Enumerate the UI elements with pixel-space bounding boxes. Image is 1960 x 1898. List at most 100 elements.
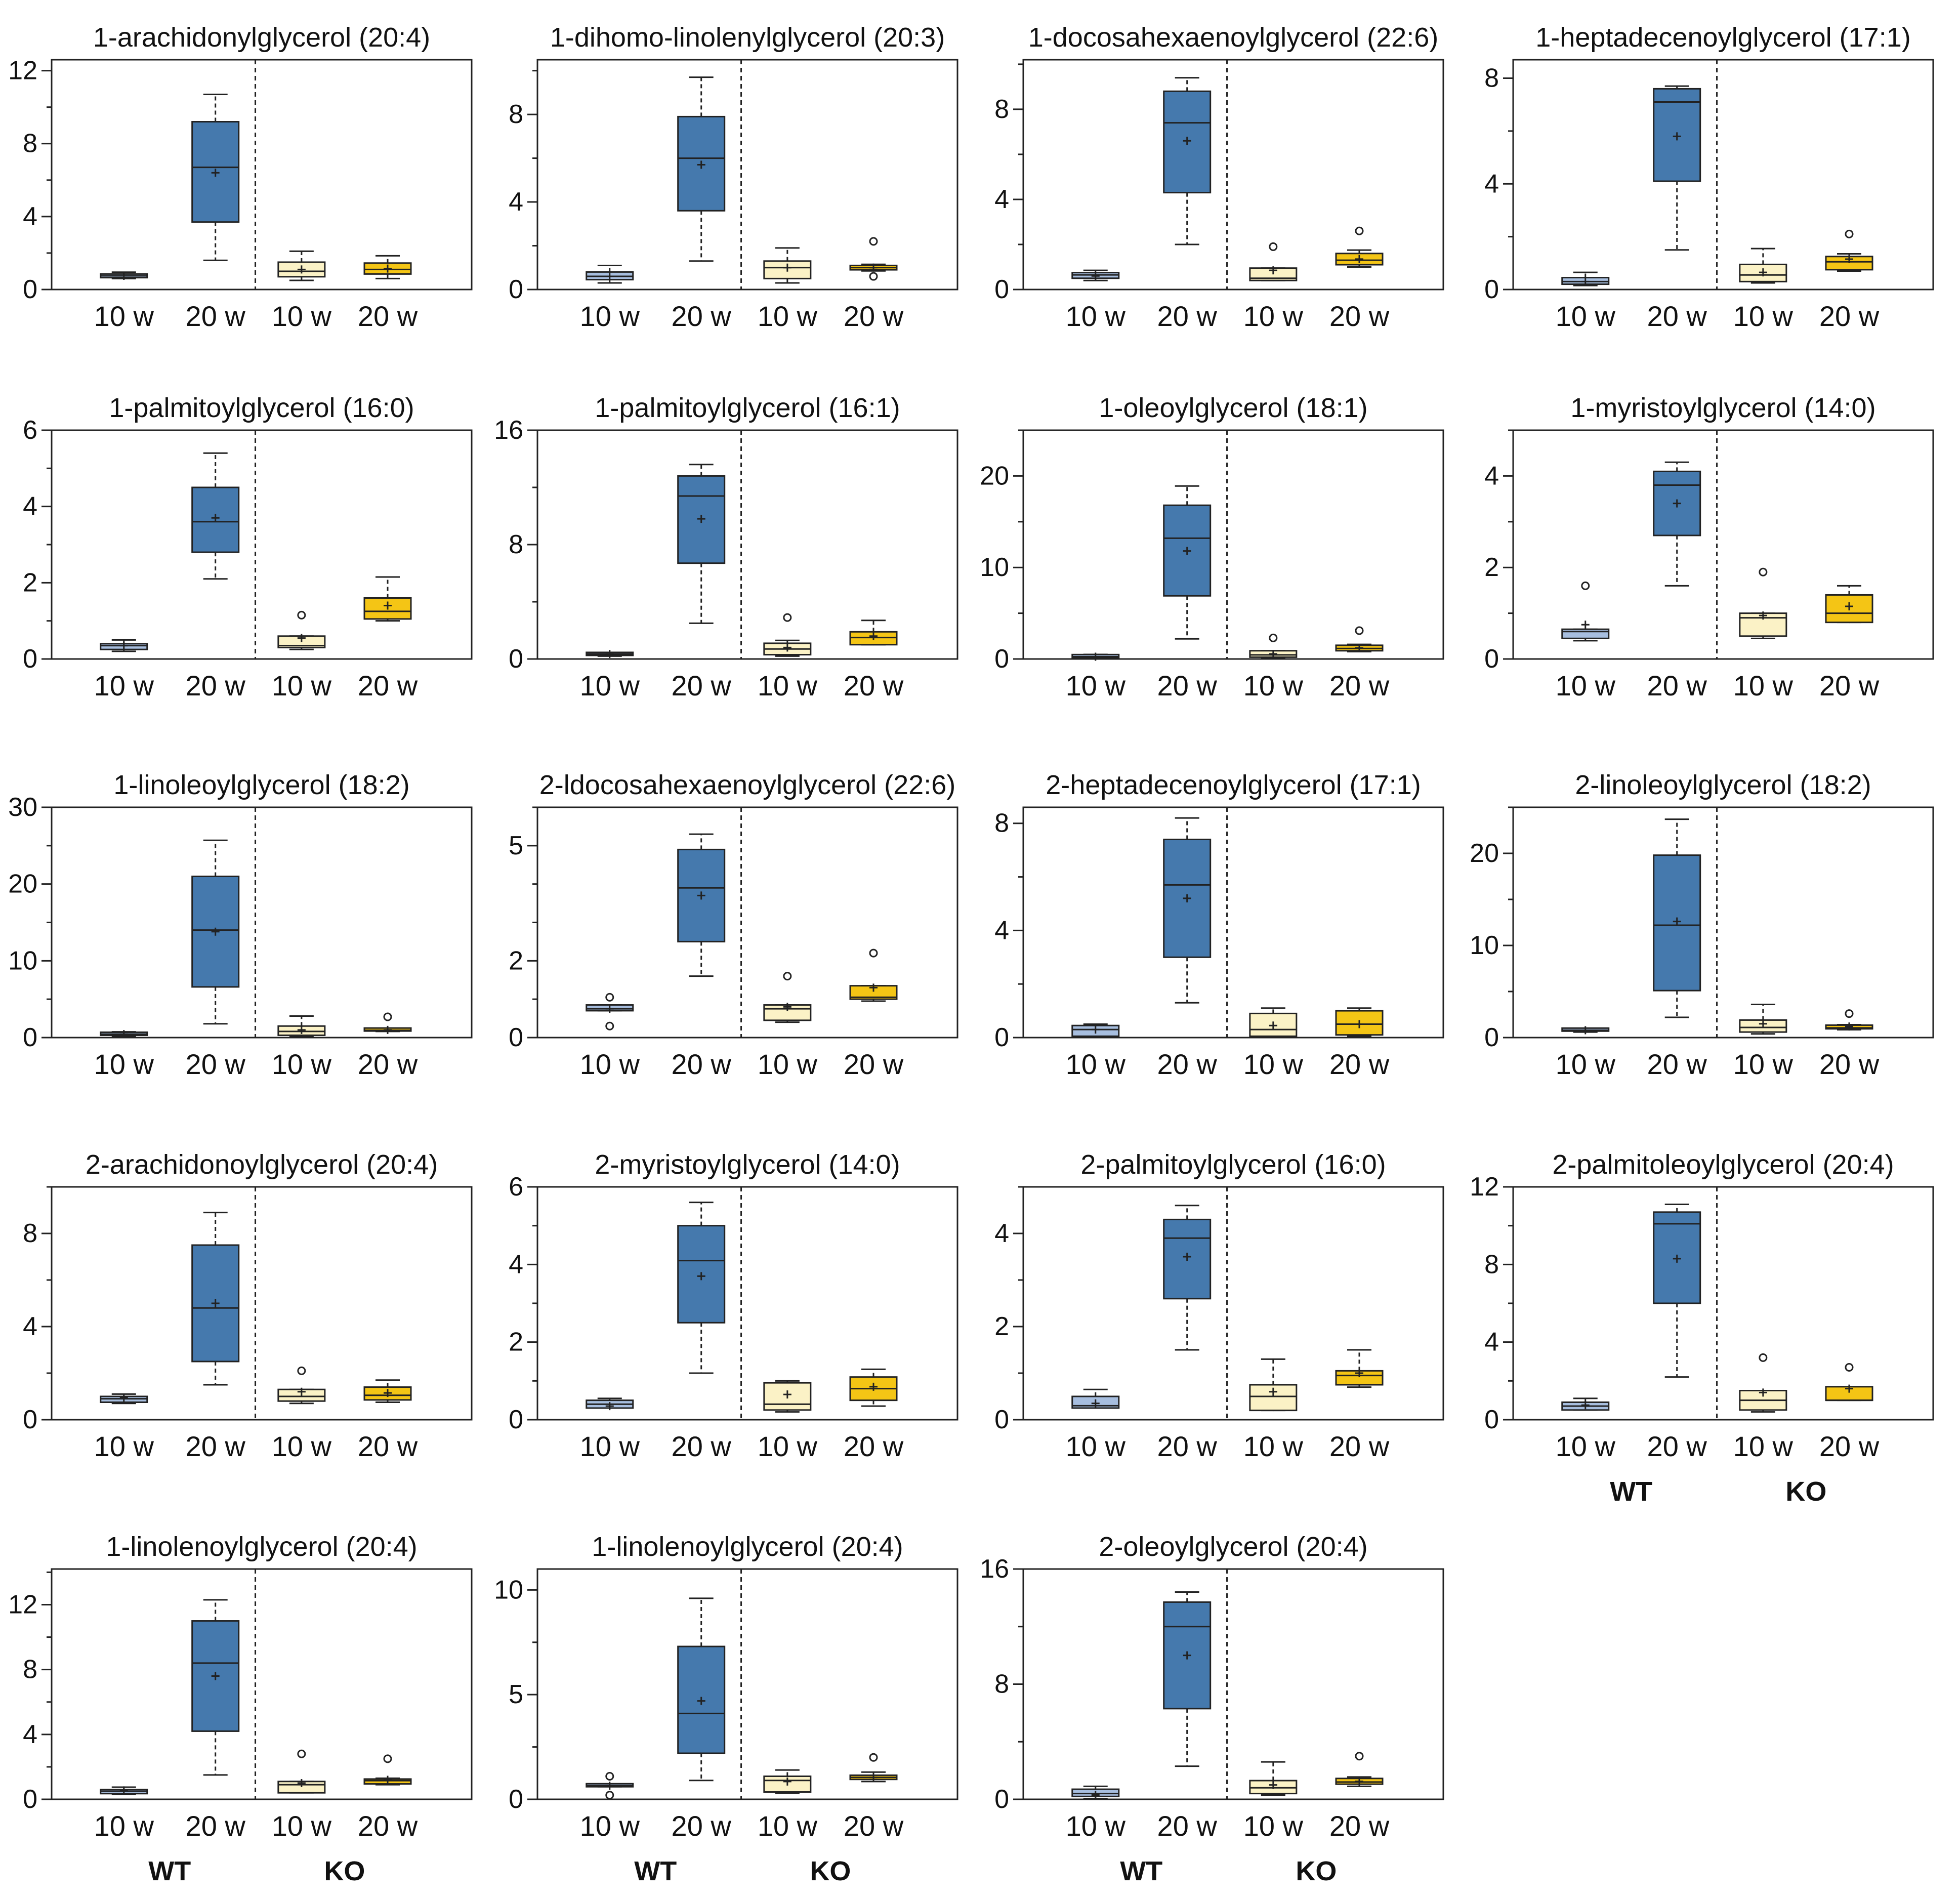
mean-marker [211, 1299, 220, 1307]
mean-marker [384, 1025, 392, 1034]
mean-marker [1091, 1791, 1100, 1799]
mean-marker [1269, 1387, 1277, 1396]
plot-frame [1022, 1568, 1444, 1800]
x-tick-label: 10 w [758, 1430, 818, 1462]
box-ko-20w [1825, 585, 1873, 624]
outlier-point [1845, 1009, 1854, 1018]
x-tick-label: 10 w [94, 1430, 154, 1462]
y-tick-label: 4 [1484, 461, 1499, 490]
mean-marker [1673, 917, 1681, 926]
box-ko-20w [1335, 1349, 1384, 1388]
panel-13: 2-arachidonoylglycerol (20:4) 0 4 8 10 w 20 w… [23, 1149, 473, 1462]
y-tick-label: 0 [1484, 1405, 1499, 1434]
mean-marker [783, 1777, 791, 1786]
x-tick-label: 20 w [358, 1430, 418, 1462]
x-tick-label: 10 w [580, 1810, 640, 1842]
y-tick-label: 8 [23, 1655, 37, 1684]
x-tick-label: 10 w [1556, 1048, 1616, 1080]
x-tick-label: 10 w [580, 1430, 640, 1462]
box-ko-20w [363, 1754, 412, 1786]
box-wt-20w [677, 833, 726, 977]
y-tick-label: 4 [994, 1219, 1009, 1248]
panel-12: 2-linoleoylglycerol (18:2) 0 10 20 10 w 20 w 1… [1470, 770, 1934, 1080]
x-tick-label: 20 w [358, 1048, 418, 1080]
panel-title: 2-palmitoleoylglycerol (20:4) [1552, 1149, 1894, 1180]
panel-title: 2-arachidonoylglycerol (20:4) [86, 1149, 438, 1180]
box-ko-10w [1249, 1007, 1298, 1037]
iqr-box [763, 1382, 812, 1411]
box-ko-20w [849, 620, 898, 646]
x-tick-label: 10 w [1066, 1430, 1126, 1462]
mean-marker [1355, 644, 1363, 652]
box-ko-10w [277, 1366, 326, 1405]
mean-marker [297, 634, 306, 642]
box-wt-20w [1653, 818, 1701, 1018]
panel-11: 2-heptadecenoylglycerol (17:1) 0 4 8 10 w 20 … [994, 770, 1444, 1080]
x-tick-label: 20 w [186, 1430, 246, 1462]
box-wt-20w [191, 1212, 240, 1386]
y-tick-label: 0 [1484, 1023, 1499, 1052]
box-wt-10w [1071, 269, 1120, 281]
box-wt-20w [1163, 485, 1212, 640]
x-tick-label: 20 w [1647, 300, 1707, 332]
box-ko-10w [763, 1380, 812, 1413]
y-tick-label: 0 [1484, 644, 1499, 674]
y-tick-label: 8 [994, 809, 1009, 838]
x-tick-label: 10 w [758, 1048, 818, 1080]
outlier-point [783, 972, 792, 981]
plot-frame [1512, 1186, 1934, 1421]
group-label-wt: WT [1120, 1856, 1162, 1886]
x-tick-label: 10 w [580, 1048, 640, 1080]
y-tick-label: 4 [23, 492, 37, 521]
box-wt-20w [191, 1599, 240, 1776]
x-tick-label: 20 w [844, 1810, 904, 1842]
y-tick-label: 4 [23, 1720, 37, 1749]
x-tick-label: 10 w [1243, 300, 1304, 332]
x-tick-label: 10 w [272, 670, 332, 702]
x-tick-label: 20 w [1819, 670, 1880, 702]
x-tick-label: 10 w [758, 300, 818, 332]
mean-marker [1269, 650, 1277, 658]
box-ko-10w [277, 1749, 326, 1794]
mean-marker [1581, 621, 1590, 629]
mean-marker [869, 632, 878, 640]
mean-marker [1355, 1369, 1363, 1377]
group-label-wt: WT [148, 1856, 191, 1886]
y-tick-label: 10 [494, 1575, 523, 1604]
x-tick-label: 10 w [94, 1810, 154, 1842]
panel-title: 1-dihomo-linolenylglycerol (20:3) [550, 22, 945, 53]
plot-frame [1512, 59, 1934, 291]
outlier-point [297, 1366, 306, 1375]
mean-marker [297, 1025, 306, 1034]
outlier-point [297, 1749, 306, 1758]
y-tick-label: 4 [509, 1250, 523, 1279]
box-ko-10w [277, 1015, 326, 1038]
y-tick-label: 2 [1484, 553, 1499, 582]
mean-marker [697, 515, 705, 523]
mean-marker [1355, 255, 1363, 263]
box-ko-20w [849, 1368, 898, 1407]
y-tick-label: 10 [8, 946, 37, 975]
x-tick-label: 10 w [272, 1048, 332, 1080]
y-tick-label: 5 [509, 831, 523, 860]
outlier-point [783, 613, 792, 622]
x-tick-label: 20 w [1329, 300, 1390, 332]
y-tick-label: 4 [23, 1312, 37, 1341]
panel-title: 2-oleoylglycerol (20:4) [1099, 1532, 1367, 1562]
y-tick-label: 20 [980, 461, 1009, 490]
panel-4: 1-heptadecenoylglycerol (17:1) 0 4 8 10 w 20 … [1484, 22, 1934, 332]
y-tick-label: 4 [509, 187, 523, 217]
x-tick-label: 10 w [758, 1810, 818, 1842]
panel-7: 1-oleoylglycerol (18:1) 0 10 20 10 w 20 w 10 w… [980, 393, 1444, 702]
mean-marker [783, 263, 791, 272]
mean-marker [1355, 1777, 1363, 1786]
y-tick-label: 4 [23, 202, 37, 231]
box-ko-20w [363, 1012, 412, 1034]
panel-17: 1-linolenoylglycerol (20:4) 0 4 8 12 10 w 20 w… [8, 1532, 473, 1886]
outlier-point [869, 237, 878, 246]
box-ko-20w [1825, 229, 1873, 272]
panel-14: 2-myristoylglycerol (14:0) 0 2 4 6 10 w 20 w 10… [509, 1149, 958, 1462]
box-wt-20w [1653, 85, 1701, 251]
outlier-point [1355, 626, 1364, 635]
mean-marker [1183, 894, 1191, 902]
